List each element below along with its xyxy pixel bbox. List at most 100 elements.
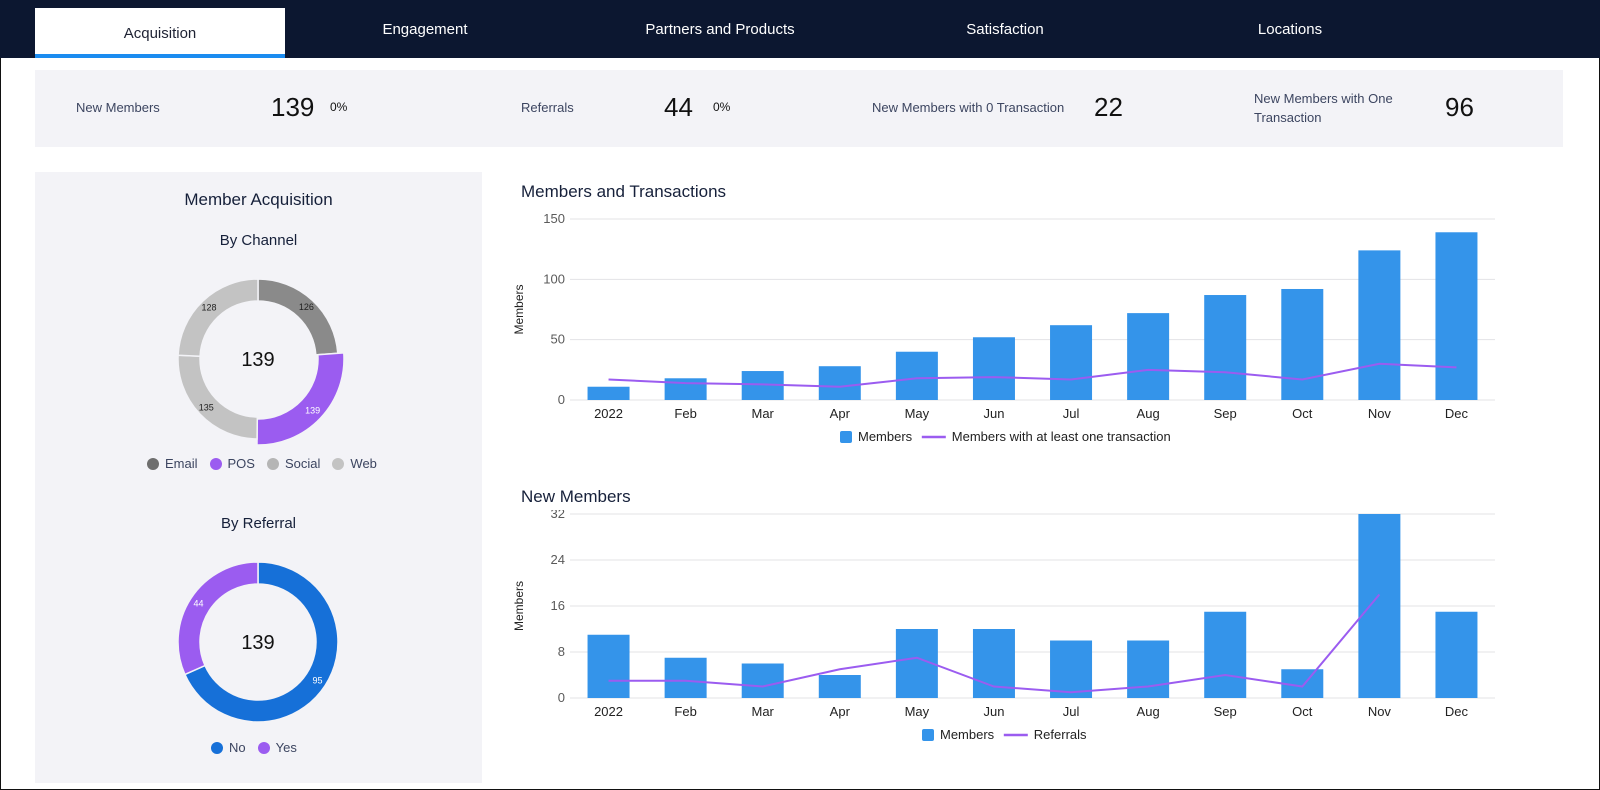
donut-center-value: 139	[241, 349, 274, 371]
tab-partners-and-products[interactable]: Partners and Products	[645, 20, 795, 38]
bar-2022[interactable]	[587, 386, 630, 400]
y-axis-label: Members	[512, 284, 526, 334]
by-referral-subtitle: By Referral	[220, 515, 297, 532]
bar-sep[interactable]	[1204, 611, 1247, 698]
legend-yes[interactable]: Yes	[257, 740, 297, 755]
bar-nov[interactable]	[1358, 514, 1401, 698]
legend-web-swatch	[332, 457, 345, 470]
donut-slice-yes[interactable]	[177, 561, 259, 676]
x-tick-label: Jul	[1063, 704, 1080, 719]
bar-jul[interactable]	[1050, 325, 1093, 400]
line-series[interactable]	[608, 362, 1457, 388]
bar-feb[interactable]	[664, 657, 707, 698]
kpi-zero-transaction-value: 22	[1094, 92, 1123, 122]
x-tick-label: Sep	[1214, 704, 1237, 719]
members-transactions-chart: 0 50 100 150 Members 2022 Feb Mar Apr May Jun Jul Au…	[512, 211, 1495, 444]
referral-donut-chart: 95 44 139	[177, 561, 339, 723]
x-tick-label: Feb	[674, 704, 696, 719]
kpi-new-members-value: 139	[271, 92, 315, 122]
bar-dec[interactable]	[1435, 611, 1478, 698]
legend-social[interactable]: Social	[266, 456, 321, 471]
legend-label-bars[interactable]: Members	[940, 727, 995, 742]
bar-oct[interactable]	[1281, 288, 1324, 400]
x-tick-label: Aug	[1137, 406, 1160, 421]
channel-legend: Email POS Social Web	[147, 456, 389, 471]
x-tick-label: Apr	[830, 704, 851, 719]
donut-slice-label: 95	[313, 676, 323, 686]
legend-label-bars[interactable]: Members	[858, 429, 913, 444]
legend-yes-label: Yes	[275, 740, 297, 755]
bar-mar[interactable]	[741, 663, 784, 699]
tab-locations[interactable]: Locations	[1257, 20, 1323, 38]
tab-satisfaction[interactable]: Satisfaction	[966, 20, 1044, 38]
legend-web-label: Web	[350, 456, 377, 471]
x-tick-label: Mar	[752, 704, 775, 719]
new-members-chart: 0 8 16 24 32 Members 2022 Feb Mar Apr May Jun Jul Aug…	[512, 510, 1495, 742]
donut-slice-pos[interactable]	[256, 352, 345, 446]
tab-acquisition[interactable]: Acquisition	[35, 8, 285, 58]
x-tick-label: Aug	[1137, 704, 1160, 719]
legend-swatch-bars	[840, 431, 852, 443]
bar-nov[interactable]	[1358, 250, 1401, 400]
x-tick-label: Nov	[1368, 704, 1392, 719]
x-tick-label: Mar	[752, 406, 775, 421]
x-tick-label: May	[905, 704, 930, 719]
y-tick-label: 150	[543, 211, 565, 226]
donut-slice-label: 44	[193, 598, 203, 608]
x-tick-label: Dec	[1445, 406, 1469, 421]
legend-social-swatch	[266, 457, 279, 470]
tab-engagement[interactable]: Engagement	[382, 20, 468, 38]
line-series[interactable]	[608, 593, 1381, 694]
legend-yes-swatch	[257, 741, 270, 754]
legend-label-line[interactable]: Members with at least one transaction	[952, 429, 1171, 444]
x-tick-label: Jun	[983, 704, 1004, 719]
y-tick-label: 16	[551, 598, 565, 613]
donut-slice-label: 126	[299, 302, 314, 312]
members-transactions-title: Members and Transactions	[521, 182, 727, 201]
legend-email-label: Email	[165, 456, 198, 471]
bar-sep[interactable]	[1204, 295, 1247, 400]
y-tick-label: 50	[551, 332, 565, 347]
x-tick-label: Oct	[1292, 704, 1313, 719]
kpi-new-members-change: 0%	[330, 100, 348, 114]
x-tick-label: 2022	[594, 406, 623, 421]
bar-aug[interactable]	[1127, 640, 1170, 699]
donut-slice-email[interactable]	[257, 278, 339, 356]
bar-jul[interactable]	[1050, 640, 1093, 699]
legend-label-line[interactable]: Referrals	[1034, 727, 1087, 742]
kpi-new-members-label: New Members	[76, 100, 160, 115]
y-tick-label: 8	[558, 644, 565, 659]
bar-aug[interactable]	[1127, 313, 1170, 400]
kpi-strip: New Members 139 0% Referrals 44 0% New M…	[35, 70, 1563, 147]
legend-pos-swatch	[209, 457, 222, 470]
new-members-title: New Members	[521, 487, 631, 506]
bar-may[interactable]	[895, 351, 938, 400]
bar-apr[interactable]	[818, 675, 861, 698]
donut-slice-web[interactable]	[177, 278, 259, 358]
donut-center-value: 139	[241, 632, 274, 654]
y-tick-label: 0	[558, 690, 565, 705]
legend-web[interactable]: Web	[332, 456, 377, 471]
bar-2022[interactable]	[587, 634, 630, 698]
donut-slice-no[interactable]	[183, 561, 339, 723]
legend-email[interactable]: Email	[147, 456, 198, 471]
x-tick-label: Oct	[1292, 406, 1313, 421]
referral-legend: No Yes	[211, 740, 309, 755]
legend-pos-label: POS	[227, 456, 255, 471]
bar-dec[interactable]	[1435, 232, 1478, 400]
tab-bar: Acquisition Engagement Partners and Prod…	[0, 0, 1600, 58]
bar-jun[interactable]	[972, 337, 1015, 400]
legend-no[interactable]: No	[211, 740, 246, 755]
donut-slice-label: 128	[201, 303, 216, 313]
donut-slice-label: 135	[199, 403, 214, 413]
x-tick-label: Nov	[1368, 406, 1392, 421]
kpi-one-transaction-value: 96	[1445, 92, 1474, 122]
bar-apr[interactable]	[818, 366, 861, 400]
x-tick-label: Sep	[1214, 406, 1237, 421]
kpi-zero-transaction-label: New Members with 0 Transaction	[872, 100, 1065, 115]
legend-social-label: Social	[284, 456, 321, 471]
legend-pos[interactable]: POS	[209, 456, 255, 471]
legend-swatch-bars	[922, 729, 934, 741]
member-acquisition-panel: Member Acquisition By Channel 126 139 135 1…	[35, 172, 482, 783]
kpi-referrals-label: Referrals	[521, 100, 574, 115]
